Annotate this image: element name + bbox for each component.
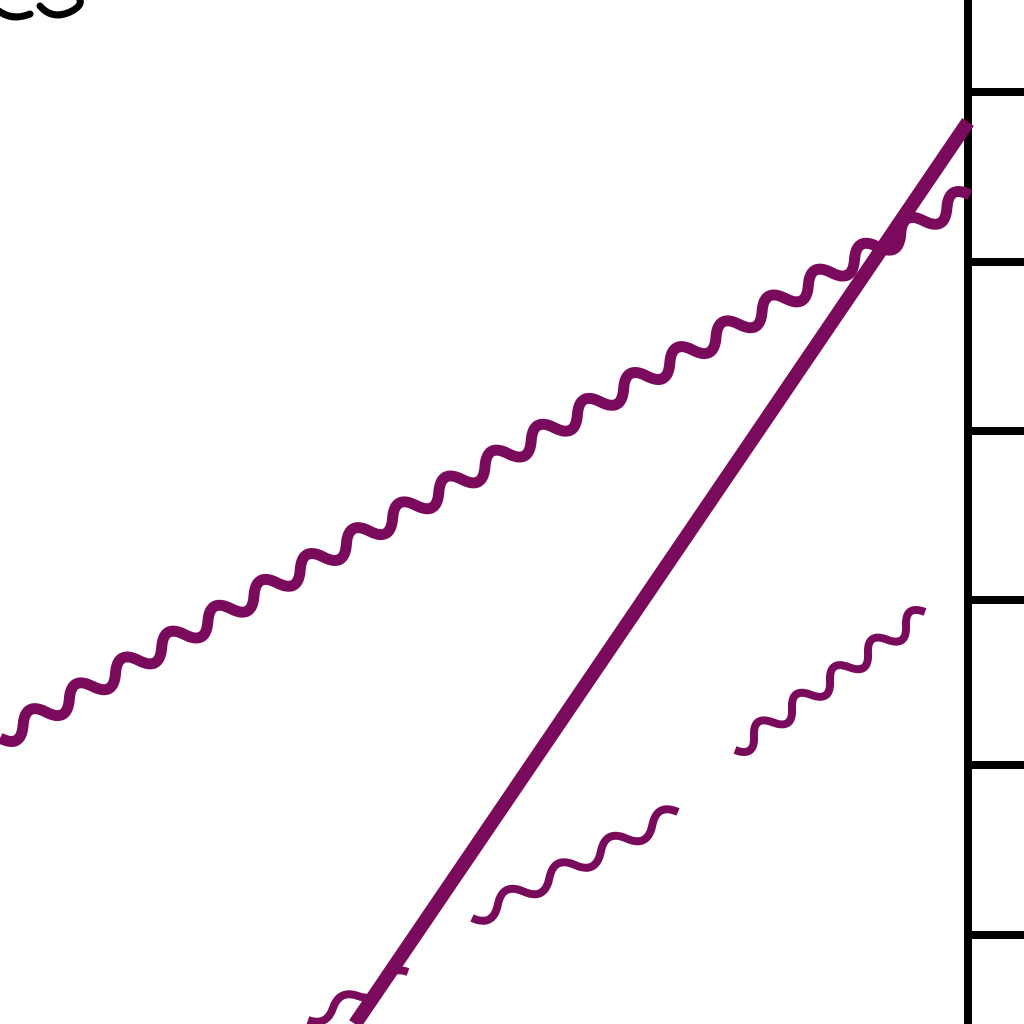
- right-tick-bar: [964, 0, 1024, 1024]
- upper-wavy-line: [0, 186, 973, 747]
- lower-wavy-segment-right: [733, 605, 927, 757]
- lower-wavy-segment-left: [470, 805, 680, 925]
- straight-diagonal-line: [349, 118, 974, 1024]
- bottom-wavy-stub: [306, 966, 410, 1024]
- cropped-glyph: [0, 0, 84, 21]
